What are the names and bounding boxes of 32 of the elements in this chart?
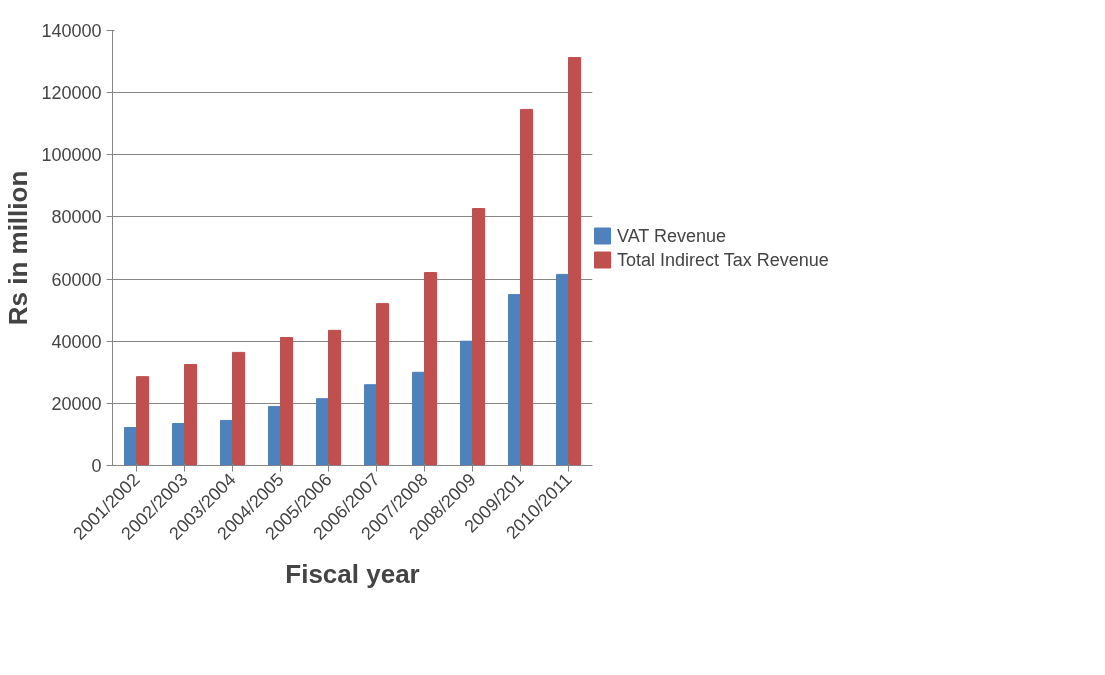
bar	[124, 427, 137, 466]
y-tick-label: 60000	[51, 269, 102, 290]
bar	[568, 57, 581, 466]
bar	[232, 351, 245, 466]
y-tick-label: 120000	[41, 83, 102, 104]
bar	[184, 364, 197, 466]
y-tick-label: 140000	[41, 21, 102, 41]
bar	[424, 272, 437, 466]
bar	[328, 329, 341, 466]
bar	[460, 340, 473, 466]
y-tick-label: 0	[91, 456, 102, 476]
bar	[508, 294, 521, 466]
bar	[472, 208, 485, 466]
bar	[172, 423, 185, 466]
bar	[412, 371, 425, 466]
bar	[268, 405, 281, 466]
bar	[280, 336, 293, 466]
bar	[316, 398, 329, 466]
legend-label: Total Indirect Tax Revenue	[617, 249, 829, 270]
y-tick-label: 20000	[51, 393, 102, 414]
y-tick-label: 40000	[51, 331, 102, 352]
bar	[556, 273, 569, 466]
y-tick-label: 100000	[41, 145, 102, 166]
legend-label: VAT Revenue	[617, 225, 727, 246]
bar	[136, 376, 149, 466]
bar	[364, 384, 377, 466]
bar	[520, 108, 533, 466]
y-axis-title: Rs in million	[3, 170, 34, 326]
bar	[220, 419, 233, 466]
y-tick-label: 80000	[51, 207, 102, 228]
x-axis-title: Fiscal year	[285, 558, 420, 589]
bar	[376, 303, 389, 466]
